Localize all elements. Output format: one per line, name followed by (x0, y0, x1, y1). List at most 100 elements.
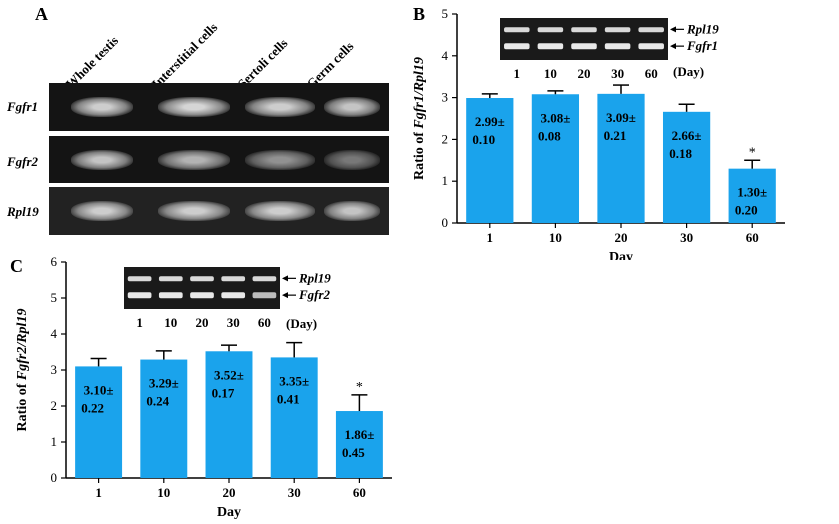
chart-b-y-tick-label-3: 3 (442, 90, 449, 105)
chart-c-significance-60: * (356, 380, 363, 395)
panel-a-letter: A (35, 4, 48, 24)
gel-band-fgfr1-4 (324, 97, 380, 117)
chart-b-y-tick-label-5: 5 (442, 6, 449, 21)
chart-c-error-label-60: 0.45 (342, 445, 365, 460)
chart-b-inset-lane-label-1: 1 (514, 66, 521, 81)
gel-band-rpl19-2 (158, 201, 230, 221)
chart-c-x-tick-label-20: 20 (223, 485, 236, 500)
gel-band-fgfr2-3 (245, 150, 315, 170)
chart-b-inset-band-bottom-20 (571, 43, 597, 50)
chart-c-inset-band-bottom-10 (158, 292, 183, 299)
chart-b-value-label-30: 2.66± (672, 128, 702, 143)
chart-c-x-tick-label-10: 10 (157, 485, 170, 500)
chart-b-inset-arrowhead-top (670, 26, 676, 33)
chart-b-inset-unit: (Day) (673, 64, 704, 79)
chart-b-bar-1 (466, 98, 514, 223)
chart-b-y-tick-label-2: 2 (442, 131, 449, 146)
chart-c-bar-30 (270, 357, 318, 478)
chart-c-y-tick-label-1: 1 (51, 434, 58, 449)
chart-b-x-tick-label-30: 30 (680, 230, 693, 245)
gel-band-fgfr1-3 (245, 97, 315, 117)
chart-b-inset-band-bottom-30 (604, 43, 631, 50)
gel-band-fgfr2-4 (324, 150, 380, 170)
gel-band-fgfr2-2 (158, 150, 230, 170)
chart-c-y-tick-label-6: 6 (51, 256, 58, 269)
chart-b-x-tick-label-60: 60 (746, 230, 759, 245)
chart-c-y-tick-label-2: 2 (51, 398, 58, 413)
chart-c-error-label-30: 0.41 (277, 391, 300, 406)
chart-c-inset-band-top-1 (127, 276, 152, 282)
chart-c-bar-1 (75, 366, 123, 478)
chart-b-inset-gel (500, 18, 668, 60)
chart-c-error-label-10: 0.24 (146, 394, 169, 409)
gel-band-rpl19-4 (324, 201, 380, 221)
chart-c-inset-unit: (Day) (286, 316, 317, 331)
chart-b-inset-band-bottom-1 (504, 43, 530, 50)
chart-c-x-tick-label-1: 1 (95, 485, 102, 500)
chart-b-error-label-10: 0.08 (538, 128, 561, 143)
chart-c-inset-lane-label-1: 1 (136, 315, 143, 330)
chart-b-inset-band-top-30 (604, 27, 631, 33)
gel-band-fgfr1-1 (71, 97, 133, 117)
chart-c-inset-arrowhead-bottom (282, 292, 288, 299)
chart-b-inset-lane-label-10: 10 (544, 66, 557, 81)
chart-b-value-label-10: 3.08± (540, 110, 570, 125)
chart-c-y-tick-label-5: 5 (51, 290, 58, 305)
gel-strip-fgfr2 (49, 136, 389, 183)
chart-b-inset-band-bottom-10 (537, 43, 564, 50)
chart-b-value-label-60: 1.30± (737, 185, 767, 200)
chart-c-y-tick-label-0: 0 (51, 470, 58, 485)
chart-b-inset-lane-label-60: 60 (645, 66, 658, 81)
chart-c-value-label-30: 3.35± (279, 373, 309, 388)
chart-c-bar-10 (140, 359, 188, 478)
chart-c-inset-label-bottom: Fgfr2 (298, 287, 331, 302)
chart-c-error-label-1: 0.22 (81, 400, 104, 415)
chart-b-inset-label-bottom: Fgfr1 (686, 38, 718, 53)
chart-c-inset-label-top: Rpl19 (298, 270, 331, 285)
chart-b-bar-60 (728, 168, 776, 223)
chart-panel-b: 0 1 2 3 4 5 Ratio of Fgfr1/Rpl19 Day 1 2.99± 0.10 1… (412, 6, 785, 260)
chart-b-inset-band-top-10 (537, 27, 564, 33)
chart-c-bar-60 (335, 411, 383, 478)
chart-c-y-label: Ratio of Fgfr2/Rpl19 (15, 309, 30, 432)
chart-c-inset-band-bottom-60 (252, 292, 277, 299)
gel-band-fgfr2-1 (71, 150, 133, 170)
gel-row-label-fgfr1: Fgfr1 (7, 99, 39, 114)
chart-b-inset-lane-label-30: 30 (611, 66, 624, 81)
chart-b-bar-10 (531, 94, 580, 223)
chart-c-bar-20 (205, 351, 253, 478)
chart-c-inset-lane-label-30: 30 (227, 315, 240, 330)
chart-c-inset-lane-label-60: 60 (258, 315, 271, 330)
chart-b-y-label: Ratio of Fgfr1/Rpl19 (412, 57, 427, 180)
chart-c-value-label-20: 3.52± (214, 367, 244, 382)
chart-c-inset-gel (124, 267, 280, 309)
gel-row-label-rpl19: Rpl19 (7, 204, 39, 219)
chart-b-error-label-30: 0.18 (669, 146, 692, 161)
gel-band-fgfr1-2 (158, 97, 230, 117)
chart-b-error-label-1: 0.10 (472, 132, 495, 147)
chart-c-x-tick-label-60: 60 (353, 485, 366, 500)
chart-c-inset-band-bottom-30 (221, 292, 246, 299)
chart-c-x-tick-label-30: 30 (288, 485, 301, 500)
chart-b-bar-30 (662, 111, 711, 223)
chart-c-value-label-10: 3.29± (149, 376, 179, 391)
chart-c-value-label-60: 1.86± (344, 427, 374, 442)
chart-c-error-label-20: 0.17 (212, 385, 235, 400)
gel-band-rpl19-1 (71, 201, 133, 221)
chart-c-y-tick-label-3: 3 (51, 362, 58, 377)
chart-b-x-tick-label-20: 20 (615, 230, 628, 245)
chart-b-inset-band-bottom-60 (638, 43, 664, 50)
chart-b-y-tick-label-4: 4 (442, 48, 449, 63)
panel-b-letter: B (413, 4, 426, 24)
chart-b-x-tick-label-10: 10 (549, 230, 562, 245)
chart-b-x-label: Day (609, 250, 633, 260)
panel-c-letter: C (10, 256, 23, 276)
chart-b-y-tick-label-1: 1 (442, 173, 449, 188)
chart-c-y-tick-label-4: 4 (51, 326, 58, 341)
chart-b-inset-band-top-60 (638, 27, 664, 33)
chart-b-inset-label-top: Rpl19 (686, 21, 719, 36)
gel-row-label-fgfr2: Fgfr2 (7, 154, 39, 169)
chart-c-inset-lane-label-10: 10 (164, 315, 177, 330)
chart-b-inset-band-top-20 (571, 27, 597, 33)
chart-c-inset-arrowhead-top (282, 275, 288, 282)
